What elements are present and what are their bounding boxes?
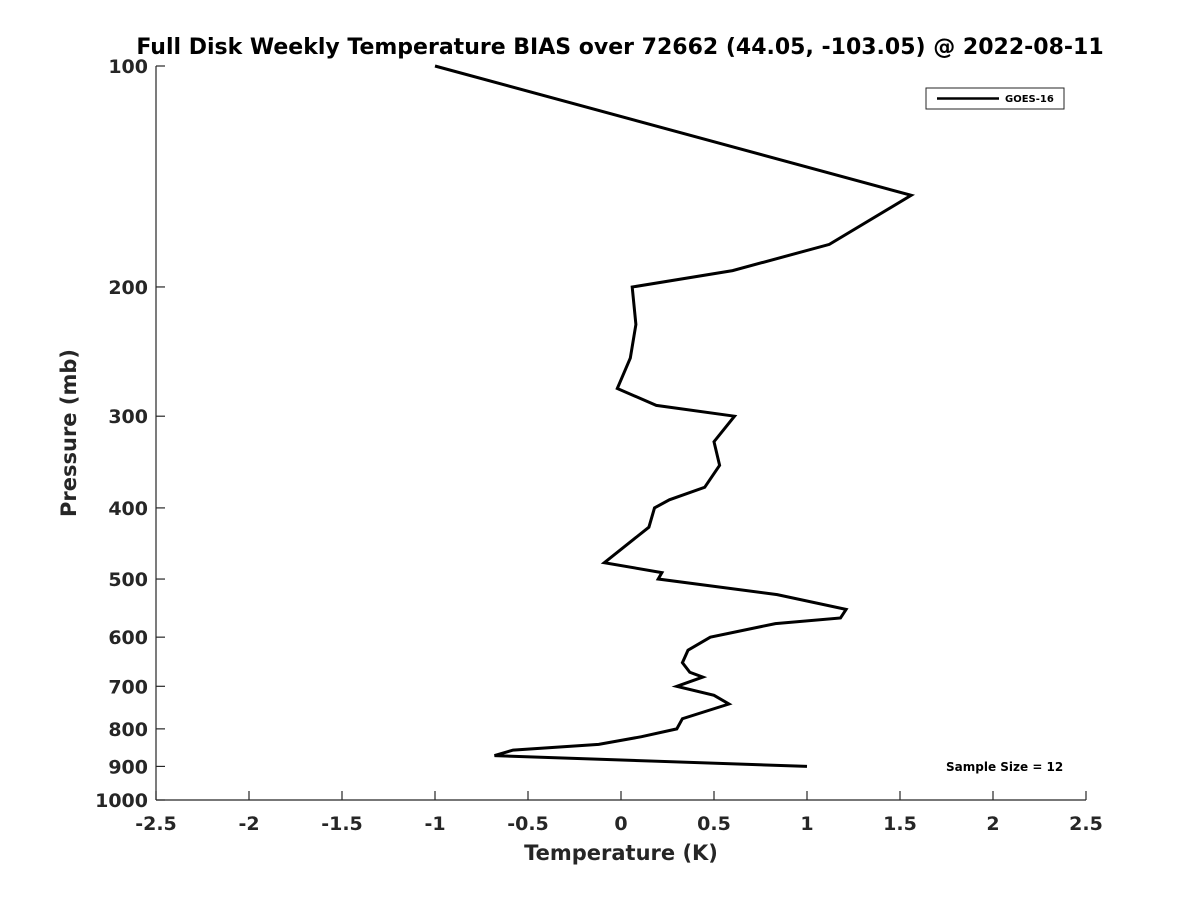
y-tick-label: 700 [108, 676, 148, 698]
x-tick-label: 0.5 [697, 813, 731, 835]
y-tick-label: 500 [108, 569, 148, 591]
x-tick-label: 2.5 [1069, 813, 1103, 835]
x-axis: -2.5 -2 -1.5 -1 -0.5 0 0.5 1 1.5 2 2.5 [135, 791, 1103, 835]
y-tick-label: 1000 [95, 790, 148, 812]
y-tick-label: 900 [108, 756, 148, 778]
x-axis-label: Temperature (K) [524, 841, 718, 865]
x-tick-label: 0 [614, 813, 627, 835]
series-line-goes-16 [434, 64, 915, 768]
sample-size-annotation: Sample Size = 12 [946, 760, 1063, 774]
x-tick-label: 2 [986, 813, 999, 835]
y-tick-label: 300 [108, 406, 148, 428]
plot-area [156, 66, 1086, 800]
x-tick-label: -0.5 [507, 813, 549, 835]
y-axis-label: Pressure (mb) [57, 349, 81, 517]
legend-label-goes-16: GOES-16 [1005, 94, 1054, 105]
y-tick-label: 600 [108, 627, 148, 649]
y-axis: 100 200 300 400 500 600 700 800 900 1000 [95, 56, 165, 812]
y-tick-label: 800 [108, 719, 148, 741]
x-tick-label: 1 [800, 813, 813, 835]
x-tick-label: -1 [424, 813, 445, 835]
y-tick-label: 200 [108, 277, 148, 299]
y-tick-label: 400 [108, 498, 148, 520]
chart-title: Full Disk Weekly Temperature BIAS over 7… [136, 35, 1103, 60]
x-tick-label: 1.5 [883, 813, 917, 835]
x-tick-label: -2 [238, 813, 259, 835]
series-layer [434, 64, 915, 768]
x-tick-label: -2.5 [135, 813, 177, 835]
x-tick-label: -1.5 [321, 813, 363, 835]
y-tick-label: 100 [108, 56, 148, 78]
legend: GOES-16 [925, 87, 1065, 110]
